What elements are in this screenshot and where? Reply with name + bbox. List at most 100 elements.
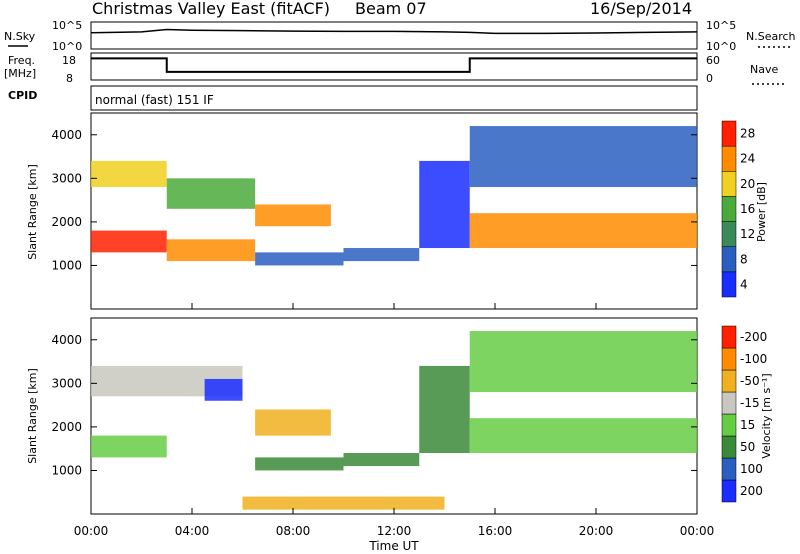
velocity-band [469,331,697,393]
xaxis-tick-label: 12:00 [377,524,412,538]
xaxis-tick-label: 00:00 [680,524,715,538]
velocity-band [255,457,344,471]
power-band [255,252,344,266]
velocity-cbar-tick: -200 [740,330,767,344]
freq-label: Freq. [8,54,35,67]
power-band [166,239,256,262]
velocity-cbar-tick: 50 [740,440,755,454]
power-data [91,126,697,266]
velocity-data [91,331,697,510]
beam-label: Beam 07 [355,0,427,18]
velocity-cbar-swatch [721,479,737,503]
cpid-value: normal (fast) 151 IF [95,93,214,107]
nsearch-label: N.Search [746,30,796,43]
freq-unit-label: [MHz] [4,67,36,80]
power-cbar-swatch [721,120,737,147]
velocity-band [419,365,470,454]
power-cbar-tick: 28 [740,127,755,141]
power-band [255,204,331,227]
power-colorbar: 4 8 12 16 20 24 28 [721,120,755,298]
nave-tick-top: 60 [706,54,720,67]
power-cbar-swatch [721,246,737,273]
velocity-band [204,378,243,401]
nsky-strip-frame [90,21,698,50]
power-cbar-swatch [721,221,737,247]
velocity-cbar-swatch [721,457,737,481]
velocity-band [469,418,697,454]
power-yticks: 1000 2000 3000 4000 [51,128,697,272]
velocity-band [242,496,445,510]
power-band [469,213,697,249]
velocity-band [91,435,167,458]
power-band [469,126,697,188]
velocity-cbar-swatch [721,435,737,459]
velocity-cbar-tick: -50 [740,374,760,388]
velocity-colorbar: 200 100 50 15 -15 -50 -100 -200 [721,325,767,503]
freq-strip-frame [90,52,698,81]
freq-tick-bottom: 8 [66,72,73,85]
xaxis-tick-label: 08:00 [276,524,311,538]
power-ytick-label: 1000 [51,258,82,272]
velocity-cbar-swatch [721,369,737,393]
power-cbar-swatch [721,196,737,222]
nsky-line [90,28,698,35]
velocity-ytick-label: 1000 [51,463,82,477]
xaxis-label: Time UT [368,539,419,553]
xaxis-tick-label: 20:00 [579,524,614,538]
xaxis-tick-label: 16:00 [478,524,513,538]
power-cbar-label: Power [dB] [755,182,768,242]
velocity-yticks: 1000 2000 3000 4000 [51,333,697,477]
nsky-series [90,28,698,35]
nsearch-tick-top: 10^5 [706,19,736,32]
power-cbar-tick: 20 [740,177,755,191]
power-cbar-tick: 4 [740,277,748,291]
date-label: 16/Sep/2014 [590,0,692,18]
velocity-ytick-label: 4000 [51,333,82,347]
velocity-cbar-tick: 100 [740,462,763,476]
power-cbar-swatch [721,171,737,197]
velocity-panel-frame [90,317,698,515]
power-cbar-tick: 12 [740,227,755,241]
power-band [166,178,256,209]
velocity-band [255,409,331,436]
xaxis-tick-label: 00:00 [74,524,109,538]
velocity-cbar-tick: 15 [740,418,755,432]
power-cbar-swatch [721,145,737,172]
velocity-ytick-label: 3000 [51,376,82,390]
power-cbar-swatch [721,271,737,298]
time-axis: 00:00 04:00 08:00 12:00 16:00 20:00 00:00 [74,303,715,538]
velocity-ytick-label: 2000 [51,420,82,434]
nave-label: Nave [750,63,778,76]
nsky-tick-top: 10^5 [52,19,82,32]
nsky-tick-bottom: 10^0 [52,40,82,53]
freq-line [91,57,697,73]
power-band [91,160,167,188]
power-band [419,160,470,249]
velocity-cbar-tick: -15 [740,396,760,410]
velocity-cbar-tick: 200 [740,484,763,498]
cpid-frame [90,85,698,111]
power-band [91,230,167,253]
power-ytick-label: 3000 [51,171,82,185]
velocity-band [343,453,420,467]
velocity-cbar-swatch [721,347,737,371]
nsky-label: N.Sky [4,30,36,43]
power-cbar-tick: 16 [740,202,755,216]
freq-tick-top: 18 [62,54,76,67]
power-ylabel: Slant Range [km] [26,164,39,260]
velocity-ylabel: Slant Range [km] [26,368,39,464]
velocity-cbar-swatch [721,413,737,437]
power-band [343,248,420,262]
velocity-cbar-swatch [721,391,737,415]
power-ytick-label: 2000 [51,215,82,229]
xaxis-tick-label: 04:00 [175,524,210,538]
power-cbar-tick: 24 [740,152,755,166]
cpid-label: CPID [8,89,37,102]
power-ytick-label: 4000 [51,128,82,142]
velocity-cbar-swatch [721,325,737,349]
velocity-cbar-label: Velocity [m s⁻¹] [760,373,773,458]
nave-tick-bottom: 0 [706,72,713,85]
freq-series [91,52,697,73]
power-cbar-tick: 8 [740,252,748,266]
